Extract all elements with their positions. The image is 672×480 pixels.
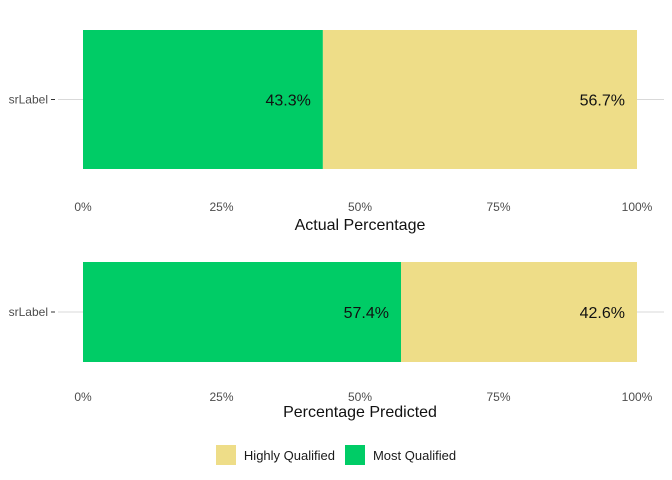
stacked-bar-charts: srLabel 43.3% 56.7% 0% 25% 50% 75% 100% Actual P… <box>9 30 664 421</box>
legend-swatch-highly-qualified <box>215 445 236 465</box>
legend-item-most-qualified: Most Qualified <box>344 445 457 465</box>
data-label-1-highly-qualified: 56.7% <box>580 93 625 110</box>
x-tick-label-2-4: 100% <box>622 390 653 404</box>
data-label-1-most-qualified: 43.3% <box>266 93 311 110</box>
legend-label-highly-qualified: Highly Qualified <box>243 447 335 463</box>
x-tick-label-1-1: 25% <box>209 200 233 214</box>
x-tick-label-1-2: 50% <box>348 200 372 214</box>
legend-label-most-qualified: Most Qualified <box>372 447 457 463</box>
x-tick-label-1-3: 75% <box>486 200 510 214</box>
category-label-2: srLabel <box>9 305 48 319</box>
category-label-1: srLabel <box>9 93 48 107</box>
data-label-2-highly-qualified: 42.6% <box>580 305 625 322</box>
x-tick-label-2-0: 0% <box>74 390 92 404</box>
bar-segment-1-most-qualified <box>83 30 323 169</box>
data-label-2-most-qualified: 57.4% <box>344 305 389 322</box>
bar-segment-2-most-qualified <box>83 262 401 362</box>
legend: Highly Qualified Most Qualified <box>0 438 672 472</box>
legend-item-highly-qualified: Highly Qualified <box>215 445 335 465</box>
x-axis-title-1: Actual Percentage <box>295 217 426 234</box>
x-tick-label-2-3: 75% <box>486 390 510 404</box>
x-tick-label-2-2: 50% <box>348 390 372 404</box>
x-tick-label-1-4: 100% <box>622 200 653 214</box>
bar-segment-2-highly-qualified <box>400 262 637 362</box>
legend-swatch-most-qualified <box>344 445 365 465</box>
x-axis-title-2: Percentage Predicted <box>283 404 437 421</box>
x-tick-label-2-1: 25% <box>209 390 233 404</box>
bar-segment-1-highly-qualified <box>322 30 637 169</box>
x-tick-label-1-0: 0% <box>74 200 92 214</box>
